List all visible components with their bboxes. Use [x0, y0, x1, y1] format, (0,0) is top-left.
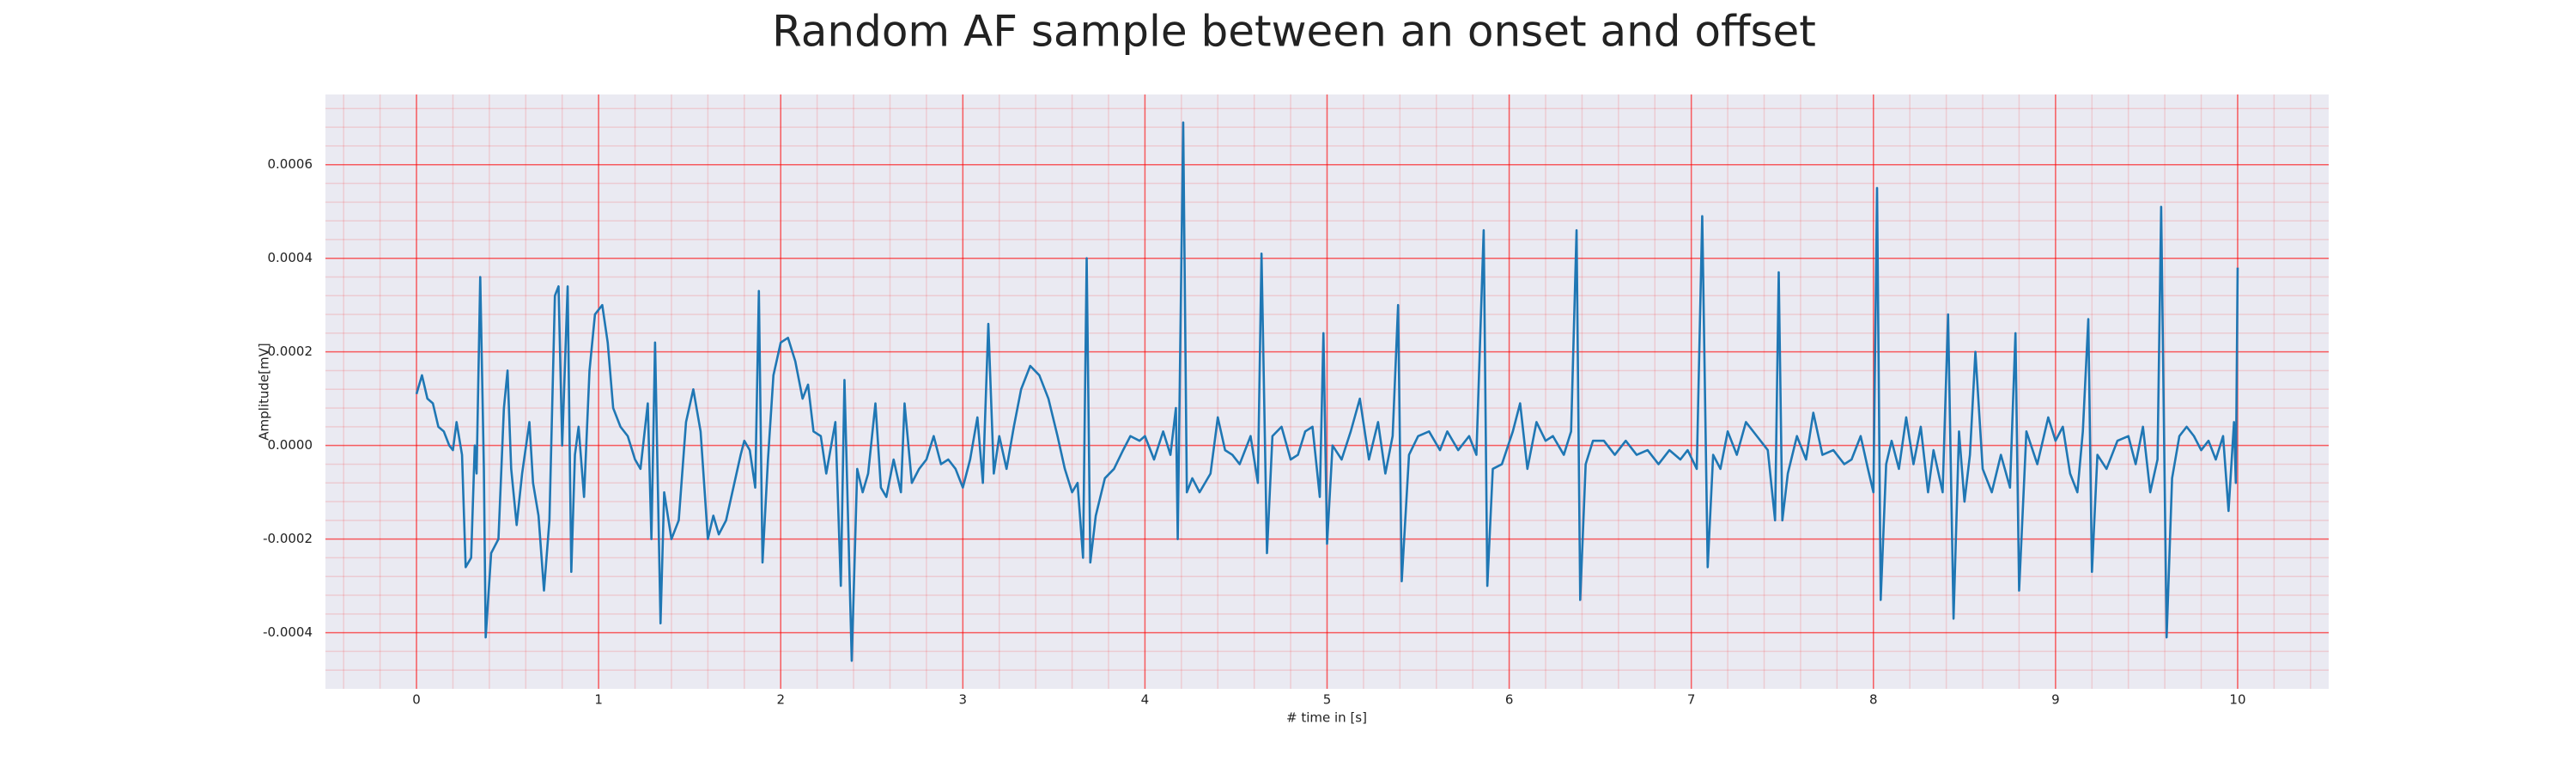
x-tick-label: 1	[594, 692, 603, 708]
y-tick-label: -0.0004	[263, 624, 313, 640]
signal-line	[415, 121, 2239, 662]
y-axis-label: Amplitude[mV]	[257, 343, 272, 440]
x-tick-label: 3	[959, 692, 968, 708]
x-tick-label: 6	[1505, 692, 1514, 708]
y-tick-label: 0.0006	[268, 156, 313, 172]
x-tick-label: 4	[1141, 692, 1150, 708]
x-tick-label: 9	[2051, 692, 2060, 708]
x-tick-label: 10	[2229, 692, 2245, 708]
y-tick-label: 0.0002	[268, 344, 313, 359]
y-tick-label: 0.0004	[268, 250, 313, 265]
y-tick-label: 0.0000	[268, 437, 313, 453]
x-tick-label: 2	[776, 692, 785, 708]
chart-title: Random AF sample between an onset and of…	[772, 7, 1816, 57]
x-tick-label: 5	[1323, 692, 1332, 708]
x-tick-label: 8	[1869, 692, 1878, 708]
x-tick-label: 7	[1687, 692, 1696, 708]
y-tick-label: -0.0002	[263, 531, 313, 546]
x-tick-label: 0	[412, 692, 421, 708]
x-axis-label: # time in [s]	[1286, 710, 1367, 726]
